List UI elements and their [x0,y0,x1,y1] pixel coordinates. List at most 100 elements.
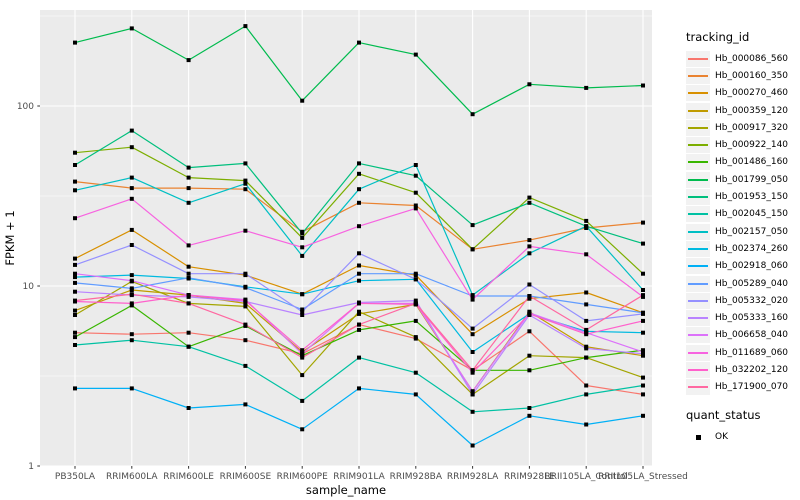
data-point[interactable] [186,165,191,170]
data-point[interactable] [413,277,418,282]
data-point[interactable] [641,413,645,418]
data-point[interactable] [243,178,248,183]
data-point[interactable] [641,288,645,292]
data-point[interactable] [243,271,248,276]
data-point[interactable] [357,271,361,276]
data-point[interactable] [413,370,418,375]
data-point[interactable] [470,326,475,331]
data-point[interactable] [641,318,645,323]
data-point[interactable] [300,231,305,236]
data-point[interactable] [584,355,589,360]
data-point[interactable] [186,186,191,191]
data-point[interactable] [73,40,77,45]
data-point[interactable] [413,318,418,323]
data-point[interactable] [584,218,589,223]
data-point[interactable] [129,186,134,191]
data-point[interactable] [300,373,305,378]
data-point[interactable] [300,427,305,432]
data-point[interactable] [527,200,532,205]
data-point[interactable] [73,275,77,280]
data-point[interactable] [413,392,418,397]
data-point[interactable] [527,413,532,418]
data-point[interactable] [527,368,532,373]
data-point[interactable] [129,301,134,306]
data-point[interactable] [527,406,532,410]
data-point[interactable] [584,85,589,90]
data-point[interactable] [300,348,305,353]
data-point[interactable] [186,406,191,410]
data-point[interactable] [527,353,532,358]
data-point[interactable] [129,332,134,337]
data-point[interactable] [413,163,418,167]
data-point[interactable] [243,363,248,368]
data-point[interactable] [73,256,77,261]
data-point[interactable] [641,375,645,380]
data-point[interactable] [357,301,361,306]
data-point[interactable] [300,313,305,317]
data-point[interactable] [129,286,134,291]
data-point[interactable] [641,311,645,316]
data-point[interactable] [300,98,305,103]
data-point[interactable] [527,296,532,301]
data-point[interactable] [413,190,418,195]
data-point[interactable] [73,335,77,340]
data-point[interactable] [527,311,532,316]
data-point[interactable] [73,179,77,184]
data-point[interactable] [129,278,134,283]
data-point[interactable] [73,298,77,303]
data-point[interactable] [73,308,77,313]
data-point[interactable] [186,344,191,349]
data-point[interactable] [470,368,475,373]
data-point[interactable] [73,188,77,193]
data-point[interactable] [470,409,475,414]
data-point[interactable] [73,313,77,317]
data-point[interactable] [470,112,475,117]
data-point[interactable] [129,175,134,180]
data-point[interactable] [584,383,589,388]
data-point[interactable] [73,216,77,221]
data-point[interactable] [641,83,645,88]
data-point[interactable] [641,293,645,298]
data-point[interactable] [470,443,475,448]
data-point[interactable] [527,294,532,298]
data-point[interactable] [470,297,475,302]
data-point[interactable] [357,251,361,256]
data-point[interactable] [584,302,589,307]
data-point[interactable] [186,243,191,248]
data-point[interactable] [641,220,645,225]
data-point[interactable] [641,241,645,246]
data-point[interactable] [186,271,191,276]
data-point[interactable] [186,301,191,306]
data-point[interactable] [357,327,361,332]
data-point[interactable] [357,278,361,283]
data-point[interactable] [584,346,589,351]
data-point[interactable] [129,227,134,232]
data-point[interactable] [357,322,361,327]
data-point[interactable] [73,271,77,276]
data-point[interactable] [300,398,305,403]
data-point[interactable] [243,338,248,343]
data-point[interactable] [243,24,248,29]
data-point[interactable] [527,244,532,249]
data-point[interactable] [300,292,305,297]
data-point[interactable] [413,203,418,208]
data-point[interactable] [129,386,134,391]
data-point[interactable] [243,187,248,192]
data-point[interactable] [243,285,248,290]
data-point[interactable] [129,26,134,31]
data-point[interactable] [243,181,248,186]
data-point[interactable] [584,224,589,229]
data-point[interactable] [186,275,191,280]
data-point[interactable] [243,402,248,407]
data-point[interactable] [300,253,305,258]
data-point[interactable] [357,187,361,192]
data-point[interactable] [527,251,532,256]
data-point[interactable] [243,304,248,309]
data-point[interactable] [186,330,191,335]
data-point[interactable] [129,196,134,201]
data-point[interactable] [73,280,77,285]
data-point[interactable] [243,298,248,303]
data-point[interactable] [186,200,191,205]
data-point[interactable] [527,195,532,200]
data-point[interactable] [584,327,589,332]
